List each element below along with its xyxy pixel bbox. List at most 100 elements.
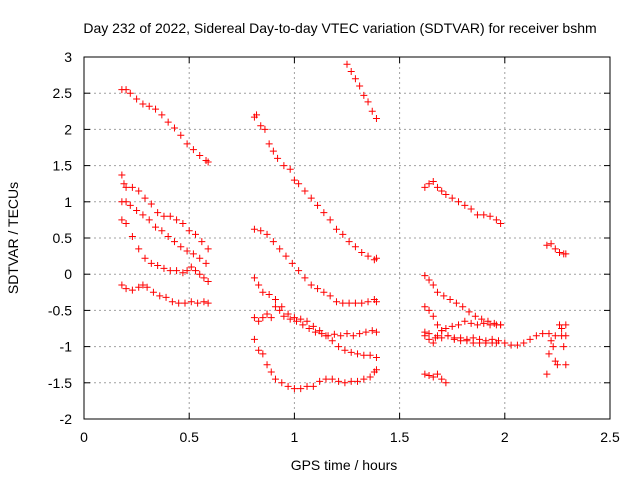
data-point — [250, 225, 258, 233]
data-point — [158, 111, 166, 119]
data-point — [461, 317, 469, 325]
data-point — [326, 292, 334, 300]
data-point — [421, 272, 429, 280]
data-point — [259, 288, 267, 296]
data-point — [152, 105, 160, 113]
data-point — [259, 314, 267, 322]
data-point — [196, 151, 204, 159]
data-point — [204, 299, 212, 307]
plot-frame — [83, 56, 611, 420]
data-point — [372, 328, 380, 336]
data-point — [438, 327, 446, 335]
data-point — [429, 178, 437, 186]
data-point — [141, 194, 149, 202]
data-point — [482, 337, 490, 345]
data-point — [303, 382, 311, 390]
data-point — [316, 377, 324, 385]
data-point — [122, 86, 130, 94]
data-point — [429, 373, 437, 381]
data-point — [126, 89, 134, 97]
data-point — [349, 332, 357, 340]
data-point — [366, 373, 374, 381]
data-point — [175, 299, 183, 307]
data-point — [280, 162, 288, 170]
y-tick-label: -2 — [60, 411, 73, 427]
data-point — [421, 332, 429, 340]
data-point — [562, 250, 570, 258]
data-point — [463, 335, 471, 343]
data-point — [170, 124, 178, 132]
data-point — [332, 298, 340, 306]
data-point — [372, 298, 380, 306]
data-point — [128, 233, 136, 241]
data-point — [290, 314, 298, 322]
data-point — [526, 335, 534, 343]
data-point — [196, 270, 204, 278]
data-point — [265, 140, 273, 148]
data-point — [160, 264, 168, 272]
data-point — [255, 346, 263, 354]
data-point — [461, 201, 469, 209]
data-point — [549, 343, 557, 351]
y-tick-label: -0.5 — [48, 302, 72, 318]
data-point — [547, 337, 555, 345]
data-point — [551, 332, 559, 340]
data-point — [263, 310, 271, 318]
data-point — [368, 327, 376, 335]
data-point — [145, 216, 153, 224]
data-point — [147, 259, 155, 267]
data-point — [170, 238, 178, 246]
data-point — [351, 75, 359, 83]
data-point — [345, 238, 353, 246]
series-track-12 — [421, 178, 505, 228]
data-point — [448, 194, 456, 202]
data-point — [196, 254, 204, 262]
data-point — [486, 212, 494, 220]
data-point — [128, 183, 136, 191]
data-point — [486, 321, 494, 329]
data-point — [309, 322, 317, 330]
data-point — [442, 379, 450, 387]
data-point — [162, 293, 170, 301]
data-point — [480, 211, 488, 219]
data-point — [488, 335, 496, 343]
y-tick-label: 2 — [64, 121, 72, 137]
data-point — [118, 171, 126, 179]
data-point — [187, 298, 195, 306]
y-tick-label: -1.5 — [48, 375, 72, 391]
data-point — [147, 200, 155, 208]
data-point — [202, 259, 210, 267]
data-point — [556, 321, 564, 329]
data-point — [358, 248, 366, 256]
data-point — [257, 227, 265, 235]
data-point — [469, 334, 477, 342]
data-point — [301, 187, 309, 195]
data-point — [192, 230, 200, 238]
data-point — [425, 306, 433, 314]
data-point — [303, 317, 311, 325]
data-point — [476, 335, 484, 343]
data-point — [297, 315, 305, 323]
series-track-8 — [250, 225, 380, 307]
data-point — [452, 299, 460, 307]
data-point — [347, 67, 355, 75]
y-tick-label: 0 — [64, 266, 72, 282]
data-point — [204, 158, 212, 166]
data-point — [309, 382, 317, 390]
data-point — [173, 267, 181, 275]
data-point — [189, 146, 197, 154]
data-point — [551, 245, 559, 253]
data-point — [177, 243, 185, 251]
data-point — [345, 299, 353, 307]
data-point — [276, 306, 284, 314]
x-tick-label: 1 — [291, 429, 299, 445]
data-point — [467, 205, 475, 213]
x-tick-label: 2.5 — [600, 429, 620, 445]
data-point — [135, 187, 143, 195]
data-point — [143, 283, 151, 291]
y-tick-label: 3 — [64, 49, 72, 65]
data-point — [276, 245, 284, 253]
data-point — [358, 299, 366, 307]
data-point — [347, 348, 355, 356]
data-point — [556, 248, 564, 256]
